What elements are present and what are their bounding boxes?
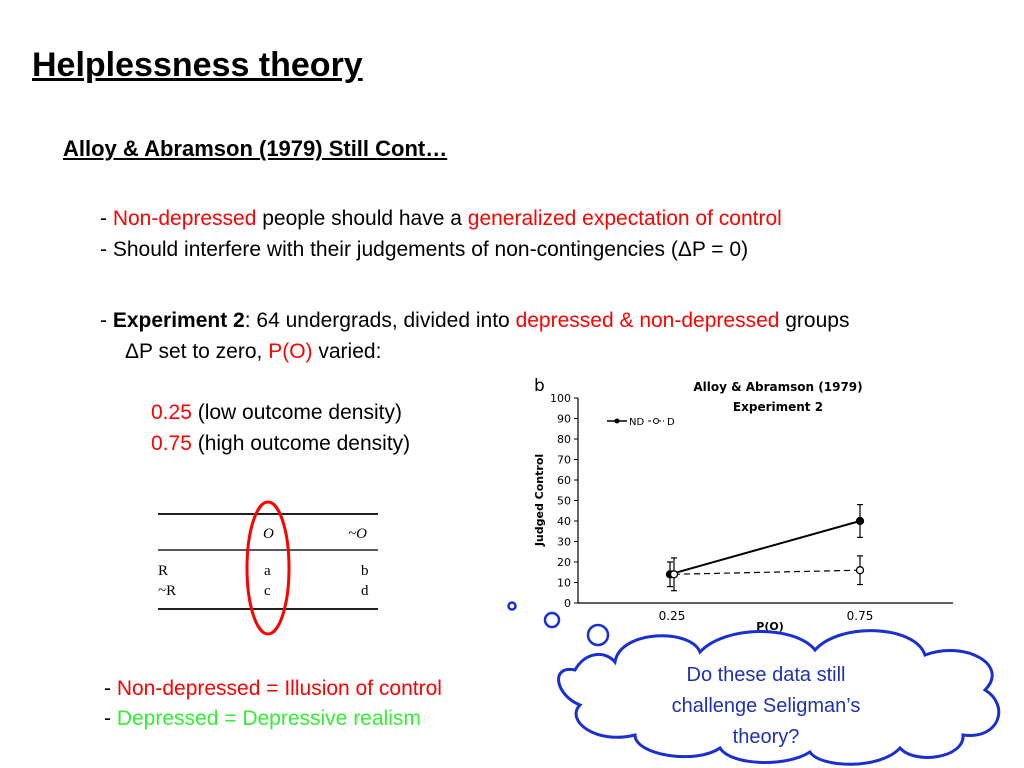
- series-d: [669, 555, 865, 592]
- data-point: [669, 570, 679, 579]
- y-tick-label: 60: [557, 474, 571, 487]
- high-density-line: 0.75 (high outcome density): [151, 432, 410, 456]
- thought-line-2: challenge Seligman’s: [671, 695, 861, 717]
- legend-marker-d: [653, 418, 659, 424]
- expectation-term: generalized expectation of control: [467, 207, 782, 230]
- y-tick-label: 90: [557, 413, 571, 426]
- bullet-dash: -: [100, 207, 113, 230]
- groups-term: depressed & non-depressed: [515, 309, 780, 332]
- thought-line-3: theory?: [732, 726, 800, 748]
- high-label: (high outcome density): [191, 432, 411, 455]
- thought-dot-large: [586, 623, 610, 647]
- po-term: P(O): [268, 340, 313, 363]
- thought-dot-medium: [543, 611, 561, 629]
- series-line: [673, 569, 861, 575]
- bullet-interfere: - Should interfere with their judgements…: [100, 238, 749, 261]
- table-cell-d: d: [361, 583, 369, 599]
- illusion-of-control-text: Non-depressed = Illusion of control: [116, 677, 442, 700]
- bullet-dash: -: [104, 707, 117, 730]
- chart-title: Alloy & Abramson (1979): [693, 380, 862, 394]
- series-line: [669, 520, 861, 576]
- y-tick-label: 0: [564, 597, 571, 610]
- table-cell-a: a: [264, 563, 271, 579]
- table-cell-b: b: [361, 563, 369, 579]
- x-tick-label: 0.75: [847, 609, 874, 623]
- judged-control-chart: b Alloy & Abramson (1979) Experiment 2 J…: [533, 376, 953, 633]
- experiment-label: Experiment 2: [112, 309, 245, 332]
- table-header-o: O: [263, 526, 274, 542]
- data-point: [855, 516, 865, 526]
- bullet-experiment: - Experiment 2: 64 undergrads, divided i…: [100, 309, 849, 333]
- contingency-table: O ~O R a b ~R c d: [158, 500, 378, 636]
- thought-dot-small: [507, 601, 517, 611]
- bullet-text: ΔP set to zero,: [125, 340, 269, 363]
- chart-panel-label: b: [534, 376, 545, 396]
- legend-label-nd: ND: [629, 417, 644, 428]
- low-label: (low outcome density): [191, 401, 402, 424]
- conclusion-realism: - Depressed = Depressive realism: [104, 707, 421, 731]
- non-depressed-term: Non-depressed: [112, 207, 257, 230]
- y-tick-label: 40: [557, 515, 571, 528]
- depressive-realism-text: Depressed = Depressive realism: [116, 707, 421, 730]
- legend-label-d: D: [667, 417, 675, 428]
- conclusion-illusion: - Non-depressed = Illusion of control: [104, 677, 442, 701]
- bullet-text: : 64 undergrads, divided into: [244, 309, 516, 332]
- high-value: 0.75: [151, 432, 192, 455]
- x-tick-label: 0.25: [659, 609, 686, 623]
- low-density-line: 0.25 (low outcome density): [151, 401, 402, 425]
- table-row-label-not-r: ~R: [158, 583, 176, 599]
- thought-cloud-shape: [557, 629, 1001, 766]
- thought-line-1: Do these data still: [686, 664, 846, 686]
- bullet-expectation: - Non-depressed people should have a gen…: [100, 207, 782, 231]
- y-tick-label: 70: [557, 454, 571, 467]
- y-tick-label: 30: [557, 536, 571, 549]
- table-cell-c: c: [264, 583, 271, 599]
- bullet-text-end: varied:: [312, 340, 382, 363]
- bullet-text: people should have a: [256, 207, 468, 230]
- y-tick-label: 20: [557, 556, 571, 569]
- y-tick-label: 10: [557, 577, 571, 590]
- bullet-dash: -: [100, 309, 113, 332]
- y-tick-label: 80: [557, 433, 571, 446]
- bullet-po-varied: ΔP set to zero, P(O) varied:: [125, 340, 381, 364]
- page-title: Helplessness theory: [32, 46, 363, 84]
- chart-x-axis-label: P(O): [756, 620, 783, 633]
- thought-bubble-text: Do these data still challenge Seligman’s…: [626, 660, 906, 753]
- slide-subtitle: Alloy & Abramson (1979) Still Cont…: [63, 136, 448, 161]
- highlight-oval: [245, 500, 291, 636]
- chart-y-axis-label: Judged Control: [533, 454, 546, 547]
- y-tick-label: 100: [550, 392, 571, 405]
- data-point: [855, 566, 865, 575]
- low-value: 0.25: [151, 401, 192, 424]
- table-header-not-o: ~O: [348, 526, 367, 542]
- y-tick-label: 50: [557, 495, 571, 508]
- bullet-text-end: groups: [779, 309, 850, 332]
- chart-subtitle: Experiment 2: [733, 400, 823, 414]
- legend-marker-nd: [614, 418, 620, 424]
- table-row-label-r: R: [158, 563, 168, 579]
- thought-bubble: [507, 601, 1001, 766]
- bullet-dash: -: [104, 677, 117, 700]
